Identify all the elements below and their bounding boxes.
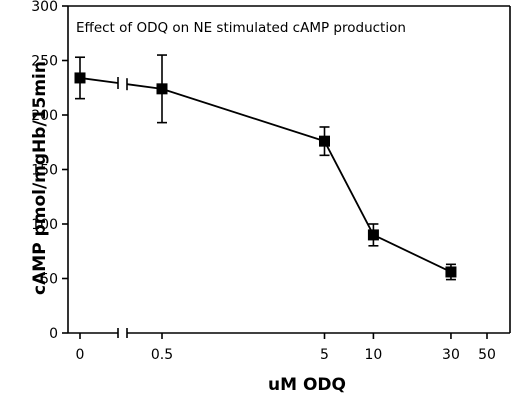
data-point-marker [445, 266, 457, 278]
x-tick-label: 0.5 [151, 347, 173, 363]
data-point-marker [319, 135, 330, 147]
series-line-segment [79, 77, 119, 84]
data-point-marker [156, 83, 168, 95]
y-tick-label: 200 [31, 108, 58, 124]
x-tick-label: 50 [478, 347, 496, 363]
y-tick-label: 250 [31, 54, 58, 70]
y-tick-label: 300 [31, 0, 58, 15]
y-tick-label: 0 [49, 326, 58, 342]
y-axis-title: cAMP pmol/mgHb/15min [30, 61, 50, 295]
series-line [126, 83, 452, 273]
x-tick-label: 0 [76, 347, 85, 363]
data-series [74, 54, 457, 281]
data-point-marker [367, 229, 379, 241]
x-tick-label: 10 [365, 347, 383, 363]
x-axis-ticks: 0 0.5 5 10 30 50 [76, 333, 496, 363]
data-point-marker [74, 72, 86, 84]
y-tick-label: 150 [31, 163, 58, 179]
y-axis-ticks: 0 50 100 150 200 250 300 [31, 0, 68, 342]
chart-title: Effect of ODQ on NE stimulated cAMP prod… [76, 20, 406, 36]
y-tick-label: 50 [40, 272, 58, 288]
x-tick-label: 30 [442, 347, 460, 363]
axes-frame [67, 5, 511, 338]
x-axis-title: uM ODQ [268, 375, 346, 395]
x-tick-label: 5 [320, 347, 329, 363]
y-tick-label: 100 [31, 217, 58, 233]
